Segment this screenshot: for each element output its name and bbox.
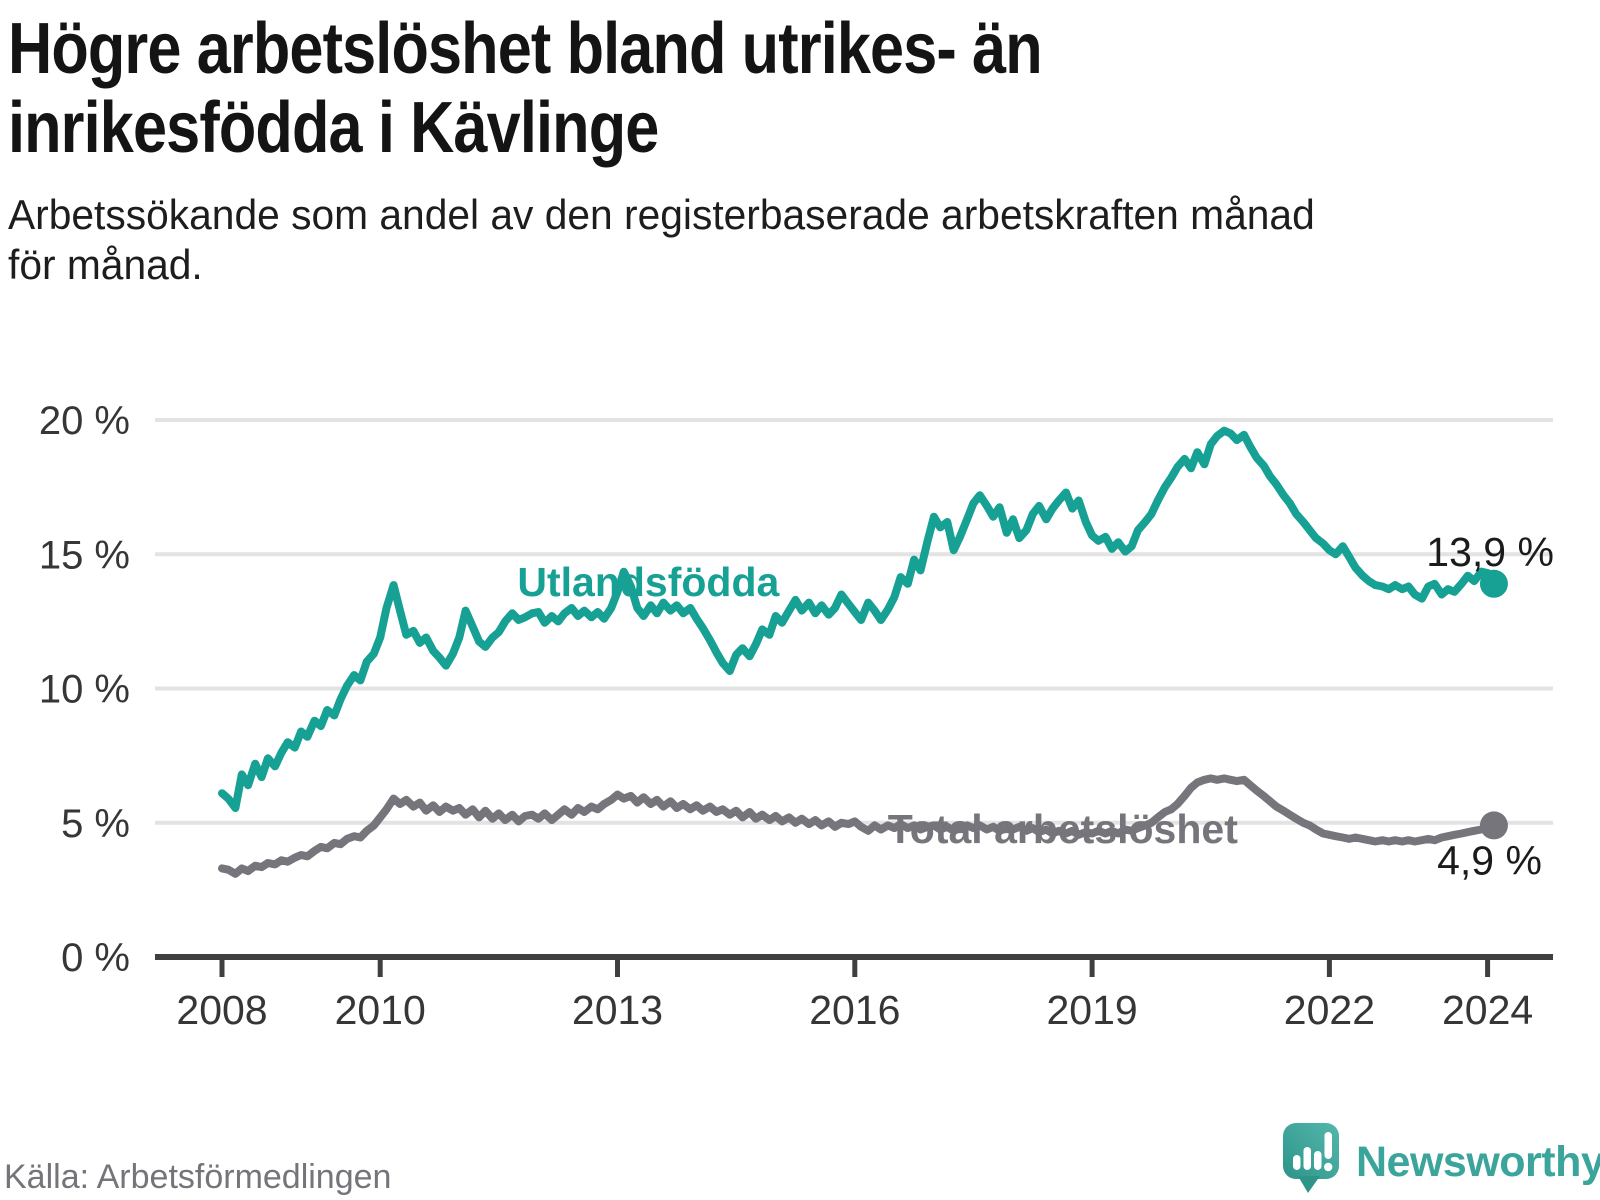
x-axis-label-2024: 2024 <box>1442 987 1533 1033</box>
series-end-dot-utlandsfodda <box>1479 569 1508 598</box>
x-axis-label-2022: 2022 <box>1284 987 1375 1033</box>
series-name-label-total: Total arbetslöshet <box>888 806 1238 852</box>
page-title-line1: Högre arbetslöshet bland utrikes- än <box>8 9 1043 89</box>
y-axis-label-10: 10 % <box>39 668 130 712</box>
y-axis-label-15: 15 % <box>39 533 130 577</box>
series-line-utlandsfodda <box>218 426 1498 812</box>
series-line-total <box>218 774 1498 878</box>
chart-subtitle-line2: för månad. <box>8 241 203 288</box>
y-axis-label-20: 20 % <box>39 399 130 443</box>
y-axis-label-0: 0 % <box>61 936 130 980</box>
x-axis-label-2013: 2013 <box>572 987 663 1033</box>
x-axis-label-2008: 2008 <box>176 987 267 1033</box>
series-name-label-utlandsfodda: Utlandsfödda <box>517 559 780 605</box>
x-axis-label-2010: 2010 <box>335 987 426 1033</box>
chart-subtitle: Arbetssökande som andel av den registerb… <box>8 190 1315 290</box>
y-axis-label-5: 5 % <box>61 802 130 846</box>
newsworthy-bubble-chart-icon <box>1283 1123 1339 1193</box>
series-end-value-total: 4,9 % <box>1437 837 1542 883</box>
source-note: Källa: Arbetsförmedlingen <box>4 1158 392 1196</box>
series-end-dot-total <box>1479 811 1508 840</box>
newsworthy-logo[interactable]: Newsworthy <box>1282 1122 1600 1196</box>
x-axis-label-2019: 2019 <box>1046 987 1137 1033</box>
page-title: Högre arbetslöshet bland utrikes- än inr… <box>8 9 1043 168</box>
x-axis-label-2016: 2016 <box>809 987 900 1033</box>
chart-subtitle-line1: Arbetssökande som andel av den registerb… <box>8 191 1315 238</box>
page-title-line2: inrikesfödda i Kävlinge <box>8 88 659 168</box>
newsworthy-wordmark: Newsworthy <box>1356 1138 1600 1186</box>
series-end-value-utlandsfodda: 13,9 % <box>1426 529 1554 575</box>
